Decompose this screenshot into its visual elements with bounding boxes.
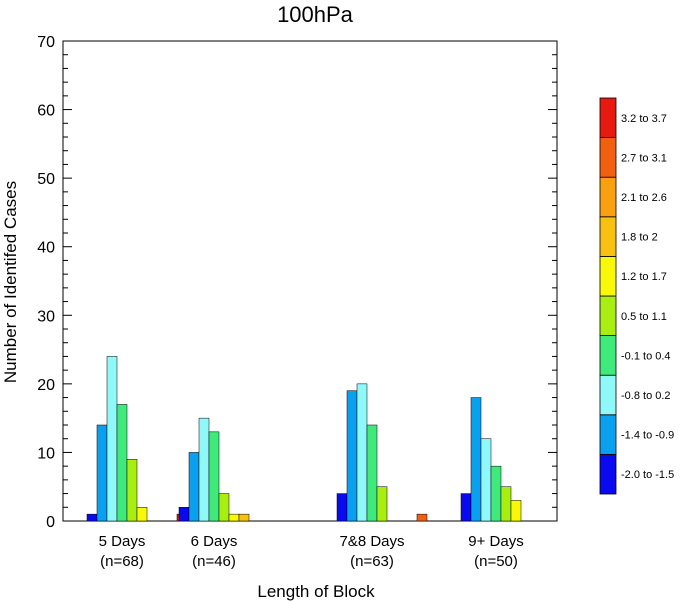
y-axis-label: Number of Identifed Cases xyxy=(1,181,20,383)
legend-label: -0.1 to 0.4 xyxy=(621,350,671,362)
legend-label: -1.4 to -0.9 xyxy=(621,430,674,442)
y-tick-label: 60 xyxy=(37,103,55,120)
bar xyxy=(490,465,502,522)
legend-label: 2.1 to 2.6 xyxy=(621,192,667,204)
plot-area: 0 10 20 30 40 50 60 70 5 Days (n=68) 6 Days (n=46) 7… xyxy=(37,34,558,570)
legend-swatch xyxy=(599,216,617,257)
x-category-label: 7&8 Days xyxy=(339,533,404,550)
y-tick-label: 30 xyxy=(37,308,55,325)
bar xyxy=(460,493,472,522)
bar xyxy=(376,486,388,522)
bar xyxy=(188,452,200,522)
legend-label: -0.8 to 0.2 xyxy=(621,390,671,402)
bar xyxy=(510,500,522,522)
bar xyxy=(366,424,378,522)
y-tick-label: 70 xyxy=(37,34,55,51)
bar xyxy=(416,513,428,522)
x-category-count-label: (n=63) xyxy=(350,553,394,570)
bar xyxy=(136,507,148,522)
legend-swatch xyxy=(599,295,617,336)
bar xyxy=(86,513,98,522)
bar xyxy=(356,383,368,522)
y-tick-label: 0 xyxy=(46,514,55,531)
bar xyxy=(96,424,108,522)
legend-label: 1.2 to 1.7 xyxy=(621,271,667,283)
x-category-label: 5 Days xyxy=(99,533,146,550)
legend-swatch xyxy=(599,255,617,297)
legend-swatch xyxy=(599,453,617,495)
bar xyxy=(116,404,128,522)
bar xyxy=(336,493,348,522)
legend-swatch xyxy=(599,176,617,218)
legend-swatch xyxy=(599,137,617,178)
legend: -2.0 to -1.5 -1.4 to -0.9 -0.8 to 0.2 -0.1 … xyxy=(599,97,674,495)
legend-swatch xyxy=(599,414,617,455)
y-tick-label: 10 xyxy=(37,445,55,462)
y-tick-label: 40 xyxy=(37,240,55,257)
bar xyxy=(480,438,492,522)
x-category-label: 6 Days xyxy=(191,533,238,550)
x-axis-label: Length of Block xyxy=(257,582,375,601)
bar xyxy=(106,356,118,522)
bar xyxy=(126,459,138,522)
bar xyxy=(346,390,358,522)
legend-label: 2.7 to 3.1 xyxy=(621,152,667,164)
legend-label: 1.8 to 2 xyxy=(621,232,658,244)
y-tick-label: 50 xyxy=(37,171,55,188)
legend-label: -2.0 to -1.5 xyxy=(621,469,674,481)
x-category-label: 9+ Days xyxy=(468,533,523,550)
bar xyxy=(500,486,512,522)
legend-label: 3.2 to 3.7 xyxy=(621,113,667,125)
bar xyxy=(470,397,482,522)
bar xyxy=(228,513,240,522)
bar xyxy=(178,507,190,522)
plot-frame xyxy=(62,40,558,522)
legend-swatch xyxy=(599,335,617,376)
bar xyxy=(208,431,220,522)
x-category-count-label: (n=46) xyxy=(192,553,236,570)
x-category-count-label: (n=68) xyxy=(100,553,144,570)
x-category-count-label: (n=50) xyxy=(474,553,518,570)
legend-swatch xyxy=(599,97,617,138)
chart-title: 100hPa xyxy=(277,2,354,27)
legend-label: 0.5 to 1.1 xyxy=(621,311,667,323)
bar xyxy=(238,513,250,522)
y-tick-label: 20 xyxy=(37,377,55,394)
legend-swatch xyxy=(599,374,617,416)
bar xyxy=(198,417,210,522)
bar xyxy=(218,493,230,522)
